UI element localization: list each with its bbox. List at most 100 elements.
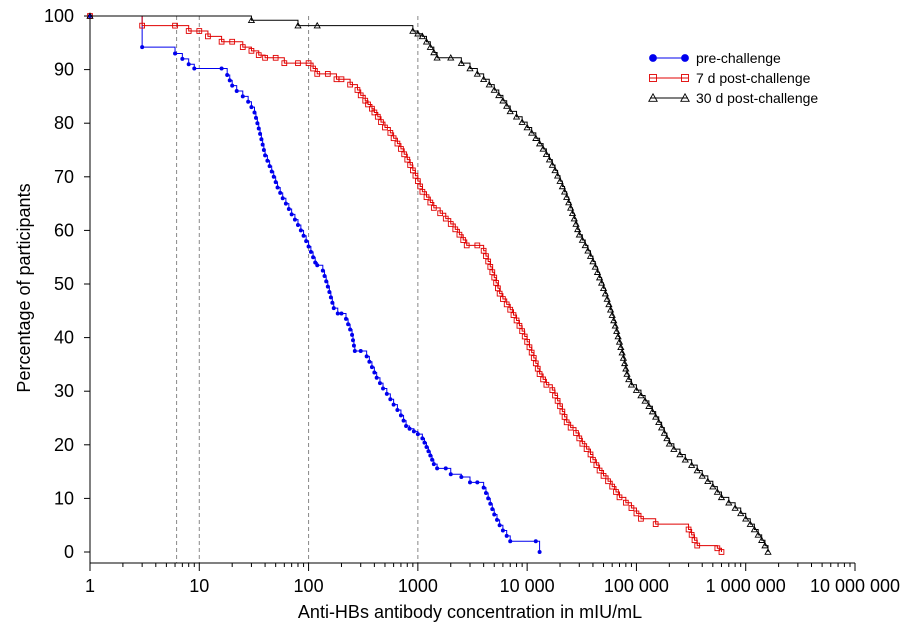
- data-point: [369, 365, 374, 370]
- data-point: [616, 494, 623, 501]
- data-point: [227, 78, 232, 83]
- data-point: [225, 72, 230, 77]
- data-point: [617, 343, 625, 351]
- data-point: [559, 408, 566, 415]
- data-point: [430, 205, 437, 211]
- data-point: [246, 99, 251, 104]
- data-point: [489, 269, 496, 276]
- data-point: [565, 198, 573, 206]
- data-point: [553, 171, 562, 179]
- data-point: [480, 75, 488, 83]
- data-point: [507, 306, 514, 313]
- data-point: [570, 214, 578, 222]
- data-point: [430, 457, 435, 462]
- data-point: [487, 263, 494, 270]
- data-point: [495, 285, 501, 292]
- data-point: [587, 451, 594, 458]
- data-point: [556, 177, 564, 184]
- data-point: [252, 110, 257, 115]
- data-point: [519, 328, 525, 335]
- data-point: [709, 482, 717, 490]
- data-point: [443, 466, 448, 471]
- data-point: [409, 27, 417, 34]
- data-point: [365, 101, 371, 108]
- data-point: [563, 419, 570, 426]
- legend-marker: [681, 74, 689, 82]
- data-point: [474, 242, 481, 249]
- data-point: [687, 461, 696, 468]
- data-point: [283, 201, 288, 206]
- data-point: [731, 504, 739, 511]
- data-point: [289, 212, 294, 217]
- data-point: [305, 60, 312, 67]
- data-point: [196, 28, 203, 34]
- data-point: [688, 531, 695, 538]
- data-point: [401, 418, 406, 423]
- legend-item: pre-challenge: [649, 50, 781, 66]
- data-point: [331, 306, 336, 311]
- data-point: [426, 43, 434, 50]
- legend-item: 30 d post-challenge: [648, 90, 818, 106]
- data-point: [435, 466, 440, 471]
- data-point: [357, 92, 364, 99]
- data-point: [691, 537, 698, 544]
- data-point: [545, 155, 554, 163]
- data-point: [260, 142, 265, 147]
- data-point: [466, 64, 474, 72]
- data-point: [717, 493, 726, 501]
- data-point: [676, 450, 684, 458]
- y-tick-label: 0: [64, 542, 74, 562]
- data-point: [648, 407, 657, 415]
- data-point: [192, 66, 197, 71]
- data-point: [407, 426, 412, 431]
- data-point: [566, 204, 575, 211]
- data-point: [367, 359, 372, 364]
- series-2: [87, 13, 725, 555]
- data-point: [286, 206, 291, 211]
- data-point: [500, 528, 505, 533]
- y-tick-label: 60: [54, 220, 74, 240]
- y-tick-label: 10: [54, 488, 74, 508]
- data-point: [259, 137, 264, 142]
- data-point: [714, 545, 721, 552]
- data-point: [324, 71, 331, 77]
- legend-marker: [681, 54, 689, 62]
- data-point: [313, 260, 318, 265]
- data-point: [473, 70, 481, 77]
- data-point: [387, 129, 394, 136]
- data-point: [374, 113, 381, 120]
- data-point: [512, 112, 521, 120]
- data-point: [256, 126, 261, 131]
- data-point: [352, 348, 357, 353]
- data-point: [378, 119, 384, 125]
- data-point: [262, 54, 268, 61]
- data-point: [606, 305, 615, 313]
- x-tick-label: 10 000: [500, 576, 555, 596]
- data-point: [422, 37, 431, 45]
- data-point: [503, 301, 510, 308]
- data-point: [308, 249, 313, 254]
- data-point: [600, 473, 607, 479]
- data-point: [173, 51, 178, 56]
- data-point: [258, 131, 263, 136]
- data-point: [536, 371, 543, 377]
- data-point: [622, 364, 630, 372]
- data-point: [524, 339, 530, 345]
- data-point: [388, 397, 393, 402]
- data-point: [248, 47, 255, 54]
- data-point: [584, 246, 592, 254]
- data-point: [620, 359, 629, 367]
- data-point: [139, 22, 145, 29]
- data-point: [411, 429, 416, 434]
- data-point: [430, 48, 438, 56]
- data-point: [292, 217, 297, 222]
- data-point: [506, 107, 514, 115]
- data-point: [351, 343, 356, 348]
- data-point: [548, 161, 556, 168]
- data-point: [761, 541, 769, 549]
- data-point: [567, 424, 574, 431]
- data-point: [593, 268, 602, 275]
- data-point: [324, 279, 329, 284]
- y-axis-label: Percentage of participants: [14, 183, 34, 392]
